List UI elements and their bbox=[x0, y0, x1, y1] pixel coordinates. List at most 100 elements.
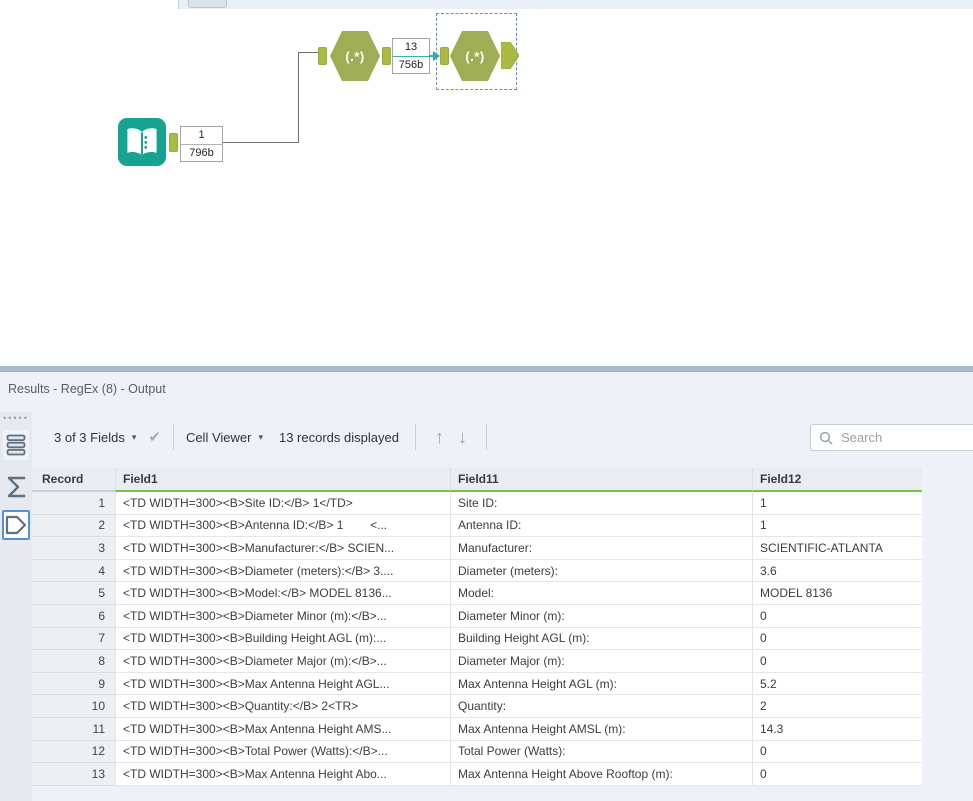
apply-check-icon[interactable]: ✔ bbox=[148, 429, 161, 446]
table-row[interactable]: 9 <TD WIDTH=300><B>Max Antenna Height AGL… bbox=[32, 672, 922, 696]
table-row[interactable]: 6 <TD WIDTH=300><B>Diameter Minor (m):</B… bbox=[32, 604, 922, 628]
table-row[interactable]: 3 <TD WIDTH=300><B>Manufacturer:</B> SCIE… bbox=[32, 537, 922, 560]
record-number-cell[interactable]: 4 bbox=[32, 559, 115, 583]
record-number-cell[interactable]: 9 bbox=[32, 672, 115, 696]
data-cell[interactable]: 1 bbox=[752, 514, 922, 538]
scroll-up-button[interactable]: ↑ bbox=[434, 427, 444, 447]
regex1-input-anchor[interactable] bbox=[318, 47, 327, 65]
data-cell[interactable]: 0 bbox=[752, 740, 922, 764]
input-data-tool[interactable] bbox=[118, 118, 166, 166]
data-cell[interactable]: Diameter Major (m): bbox=[450, 650, 752, 673]
data-cell[interactable]: 0 bbox=[752, 650, 922, 673]
table-row[interactable]: 7 <TD WIDTH=300><B>Building Height AGL (m… bbox=[32, 627, 922, 651]
table-row[interactable]: 4 <TD WIDTH=300><B>Diameter (meters):</B>… bbox=[32, 559, 922, 583]
record-number-cell[interactable]: 5 bbox=[32, 582, 115, 605]
data-source-icon[interactable] bbox=[2, 510, 30, 540]
highlighted-connection-wire[interactable] bbox=[429, 55, 434, 57]
regex-tool-2[interactable]: (.*) bbox=[449, 30, 501, 82]
table-row[interactable]: 12 <TD WIDTH=300><B>Total Power (Watts):<… bbox=[32, 740, 922, 764]
record-number-cell[interactable]: 3 bbox=[32, 537, 115, 560]
data-cell[interactable]: Site ID: bbox=[450, 492, 752, 515]
data-cell[interactable]: Antenna ID: bbox=[450, 514, 752, 538]
record-number-cell[interactable]: 11 bbox=[32, 717, 115, 741]
record-number-cell[interactable]: 10 bbox=[32, 695, 115, 718]
scroll-down-button[interactable]: ↓ bbox=[457, 427, 467, 447]
data-cell[interactable]: <TD WIDTH=300><B>Total Power (Watts):</B… bbox=[115, 740, 450, 764]
data-cell[interactable]: Model: bbox=[450, 582, 752, 605]
regex2-output-anchor[interactable] bbox=[500, 41, 520, 74]
regex1-output-anchor[interactable] bbox=[382, 47, 391, 65]
column-header-field1[interactable]: Field1 bbox=[115, 468, 450, 492]
data-cell[interactable]: Quantity: bbox=[450, 695, 752, 718]
data-cell[interactable]: Manufacturer: bbox=[450, 537, 752, 560]
data-cell[interactable]: <TD WIDTH=300><B>Diameter Minor (m):</B>… bbox=[115, 604, 450, 628]
input-tool-output-anchor[interactable] bbox=[169, 133, 178, 152]
data-cell[interactable]: <TD WIDTH=300><B>Max Antenna Height AGL.… bbox=[115, 672, 450, 696]
connection-wire[interactable] bbox=[299, 52, 318, 53]
data-cell[interactable]: 1 bbox=[752, 492, 922, 515]
results-table-body: 1 <TD WIDTH=300><B>Site ID:</B> 1</TD> Sit… bbox=[32, 492, 922, 786]
data-cell[interactable]: 0 bbox=[752, 604, 922, 628]
data-cell[interactable]: <TD WIDTH=300><B>Max Antenna Height AMS.… bbox=[115, 717, 450, 741]
data-cell[interactable]: 14.3 bbox=[752, 717, 922, 741]
table-row[interactable]: 11 <TD WIDTH=300><B>Max Antenna Height AM… bbox=[32, 717, 922, 741]
record-number-cell[interactable]: 1 bbox=[32, 492, 115, 515]
data-cell[interactable]: <TD WIDTH=300><B>Diameter Major (m):</B>… bbox=[115, 650, 450, 673]
connection-annotation[interactable]: 1 796b bbox=[180, 126, 223, 162]
panel-splitter[interactable] bbox=[0, 366, 973, 372]
data-cell[interactable]: <TD WIDTH=300><B>Diameter (meters):</B> … bbox=[115, 559, 450, 583]
record-number-cell[interactable]: 12 bbox=[32, 740, 115, 764]
data-cell[interactable]: Total Power (Watts): bbox=[450, 740, 752, 764]
table-row[interactable]: 1 <TD WIDTH=300><B>Site ID:</B> 1</TD> Sit… bbox=[32, 492, 922, 515]
data-cell[interactable]: Max Antenna Height AMSL (m): bbox=[450, 717, 752, 741]
profile-sigma-icon[interactable] bbox=[3, 474, 29, 500]
table-row[interactable]: 13 <TD WIDTH=300><B>Max Antenna Height Ab… bbox=[32, 763, 922, 786]
data-cell[interactable]: Max Antenna Height AGL (m): bbox=[450, 672, 752, 696]
connection-wire[interactable] bbox=[222, 142, 299, 143]
data-cell[interactable]: SCIENTIFIC-ATLANTA bbox=[752, 537, 922, 560]
table-row[interactable]: 5 <TD WIDTH=300><B>Model:</B> MODEL 8136.… bbox=[32, 582, 922, 605]
data-cell[interactable]: Diameter (meters): bbox=[450, 559, 752, 583]
data-cell[interactable]: <TD WIDTH=300><B>Model:</B> MODEL 8136..… bbox=[115, 582, 450, 605]
regex-tool-1[interactable]: (.*) bbox=[329, 30, 381, 82]
column-header-field12[interactable]: Field12 bbox=[752, 468, 922, 492]
workflow-canvas[interactable]: 1 796b (.*) 13 756b (.*) bbox=[0, 9, 973, 366]
regex2-input-anchor[interactable] bbox=[440, 47, 449, 65]
data-cell[interactable]: 0 bbox=[752, 627, 922, 651]
data-cell[interactable]: <TD WIDTH=300><B>Building Height AGL (m)… bbox=[115, 627, 450, 651]
record-number-cell[interactable]: 6 bbox=[32, 604, 115, 628]
table-view-icon[interactable] bbox=[3, 430, 29, 460]
data-cell[interactable]: <TD WIDTH=300><B>Site ID:</B> 1</TD> bbox=[115, 492, 450, 515]
record-number-cell[interactable]: 2 bbox=[32, 514, 115, 538]
fields-dropdown[interactable]: 3 of 3 Fields ▾ bbox=[54, 430, 136, 445]
data-cell[interactable]: MODEL 8136 bbox=[752, 582, 922, 605]
table-row[interactable]: 8 <TD WIDTH=300><B>Diameter Major (m):</B… bbox=[32, 650, 922, 673]
data-cell[interactable]: <TD WIDTH=300><B>Max Antenna Height Abo.… bbox=[115, 763, 450, 786]
data-cell[interactable]: Max Antenna Height Above Rooftop (m): bbox=[450, 763, 752, 786]
search-icon bbox=[819, 431, 833, 445]
connection-wire[interactable] bbox=[298, 52, 299, 143]
cell-viewer-dropdown[interactable]: Cell Viewer ▾ bbox=[186, 430, 263, 445]
search-input[interactable] bbox=[839, 429, 973, 446]
connection-annotation[interactable]: 13 756b bbox=[392, 38, 430, 74]
records-displayed-text: 13 records displayed bbox=[278, 429, 399, 445]
data-cell[interactable]: 2 bbox=[752, 695, 922, 718]
data-cell[interactable]: <TD WIDTH=300><B>Quantity:</B> 2<TR> bbox=[115, 695, 450, 718]
data-cell[interactable]: 0 bbox=[752, 763, 922, 786]
column-header-field11[interactable]: Field11 bbox=[450, 468, 752, 492]
table-row[interactable]: 2 <TD WIDTH=300><B>Antenna ID:</B> 1 <...… bbox=[32, 514, 922, 538]
column-header-record[interactable]: Record bbox=[32, 468, 115, 492]
data-cell[interactable]: 3.6 bbox=[752, 559, 922, 583]
data-cell[interactable]: Diameter Minor (m): bbox=[450, 604, 752, 628]
data-cell[interactable]: <TD WIDTH=300><B>Manufacturer:</B> SCIEN… bbox=[115, 537, 450, 560]
record-number-cell[interactable]: 8 bbox=[32, 650, 115, 673]
grip-handle-icon[interactable]: ••••• bbox=[3, 413, 29, 423]
data-cell[interactable]: Building Height AGL (m): bbox=[450, 627, 752, 651]
data-cell[interactable]: 5.2 bbox=[752, 672, 922, 696]
record-number-cell[interactable]: 13 bbox=[32, 763, 115, 786]
search-box[interactable] bbox=[810, 424, 973, 451]
record-number-cell[interactable]: 7 bbox=[32, 627, 115, 651]
collapsed-panel-button[interactable] bbox=[188, 0, 227, 8]
data-cell[interactable]: <TD WIDTH=300><B>Antenna ID:</B> 1 <... bbox=[115, 514, 450, 538]
table-row[interactable]: 10 <TD WIDTH=300><B>Quantity:</B> 2<TR> Qu… bbox=[32, 695, 922, 718]
